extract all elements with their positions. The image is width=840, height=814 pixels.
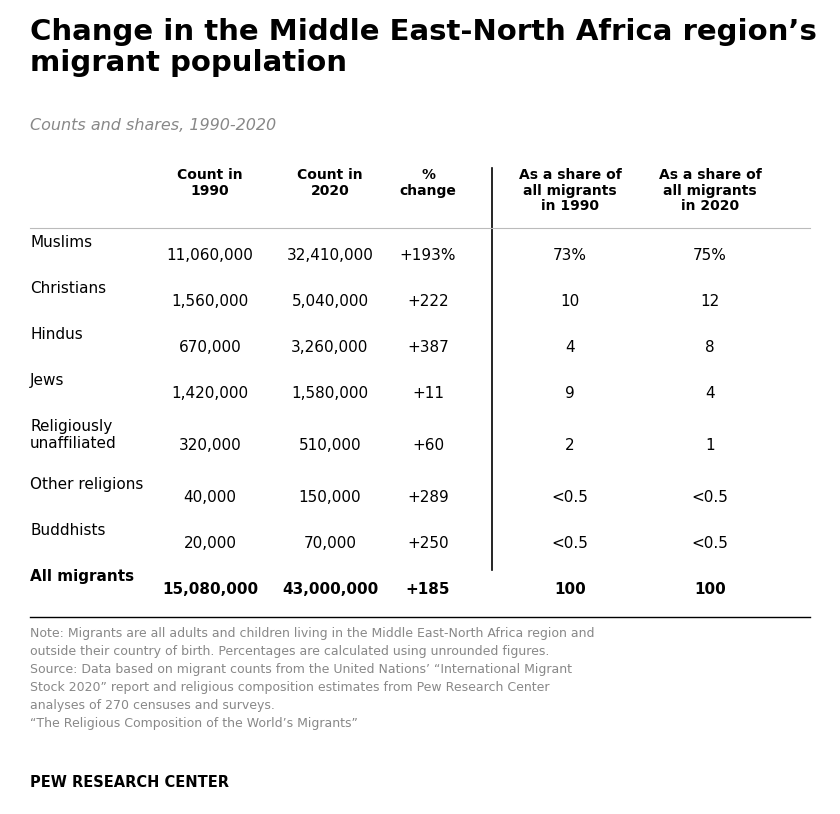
Text: 15,080,000: 15,080,000	[162, 582, 258, 597]
Text: Hindus: Hindus	[30, 327, 83, 342]
Text: 70,000: 70,000	[303, 536, 356, 551]
Text: Other religions: Other religions	[30, 477, 144, 492]
Text: 40,000: 40,000	[183, 490, 237, 505]
Text: Count in
1990: Count in 1990	[177, 168, 243, 198]
Text: Muslims: Muslims	[30, 235, 92, 250]
Text: 1: 1	[706, 438, 715, 453]
Text: Religiously
unaffiliated: Religiously unaffiliated	[30, 419, 117, 451]
Text: +185: +185	[406, 582, 450, 597]
Text: 670,000: 670,000	[179, 340, 241, 355]
Text: <0.5: <0.5	[691, 490, 728, 505]
Text: 1,580,000: 1,580,000	[291, 386, 369, 401]
Text: <0.5: <0.5	[691, 536, 728, 551]
Text: 43,000,000: 43,000,000	[282, 582, 378, 597]
Text: Christians: Christians	[30, 281, 106, 296]
Text: 1,420,000: 1,420,000	[171, 386, 249, 401]
Text: 11,060,000: 11,060,000	[166, 248, 254, 263]
Text: 10: 10	[560, 294, 580, 309]
Text: 5,040,000: 5,040,000	[291, 294, 369, 309]
Text: 1,560,000: 1,560,000	[171, 294, 249, 309]
Text: %
change: % change	[400, 168, 456, 198]
Text: +289: +289	[407, 490, 449, 505]
Text: 100: 100	[554, 582, 585, 597]
Text: +60: +60	[412, 438, 444, 453]
Text: 12: 12	[701, 294, 720, 309]
Text: PEW RESEARCH CENTER: PEW RESEARCH CENTER	[30, 775, 229, 790]
Text: <0.5: <0.5	[552, 536, 589, 551]
Text: Counts and shares, 1990-2020: Counts and shares, 1990-2020	[30, 118, 276, 133]
Text: 8: 8	[706, 340, 715, 355]
Text: +222: +222	[407, 294, 449, 309]
Text: 510,000: 510,000	[299, 438, 361, 453]
Text: 150,000: 150,000	[299, 490, 361, 505]
Text: Note: Migrants are all adults and children living in the Middle East-North Afric: Note: Migrants are all adults and childr…	[30, 627, 595, 730]
Text: +250: +250	[407, 536, 449, 551]
Text: +193%: +193%	[400, 248, 456, 263]
Text: 4: 4	[565, 340, 575, 355]
Text: As a share of
all migrants
in 1990: As a share of all migrants in 1990	[518, 168, 622, 213]
Text: All migrants: All migrants	[30, 569, 134, 584]
Text: +387: +387	[407, 340, 449, 355]
Text: As a share of
all migrants
in 2020: As a share of all migrants in 2020	[659, 168, 761, 213]
Text: +11: +11	[412, 386, 444, 401]
Text: 32,410,000: 32,410,000	[286, 248, 374, 263]
Text: 9: 9	[565, 386, 575, 401]
Text: 2: 2	[565, 438, 575, 453]
Text: 73%: 73%	[553, 248, 587, 263]
Text: <0.5: <0.5	[552, 490, 589, 505]
Text: Change in the Middle East-North Africa region’s
migrant population: Change in the Middle East-North Africa r…	[30, 18, 816, 77]
Text: Jews: Jews	[30, 373, 65, 388]
Text: 320,000: 320,000	[179, 438, 241, 453]
Text: 20,000: 20,000	[183, 536, 237, 551]
Text: Count in
2020: Count in 2020	[297, 168, 363, 198]
Text: 3,260,000: 3,260,000	[291, 340, 369, 355]
Text: 4: 4	[706, 386, 715, 401]
Text: 100: 100	[694, 582, 726, 597]
Text: 75%: 75%	[693, 248, 727, 263]
Text: Buddhists: Buddhists	[30, 523, 106, 538]
